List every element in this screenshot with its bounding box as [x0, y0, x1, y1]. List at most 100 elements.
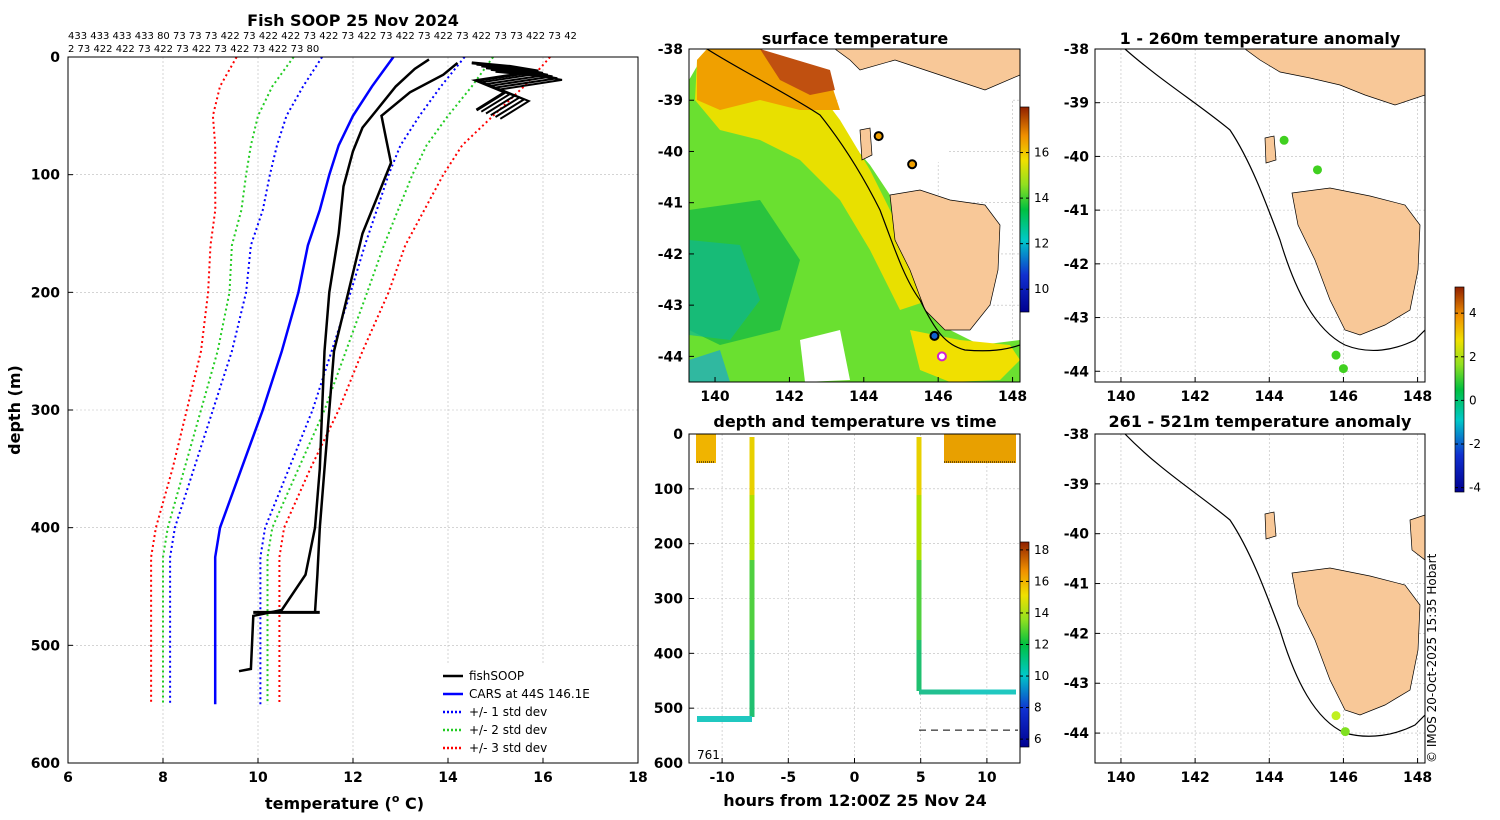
fishsoop-surface-line — [495, 70, 563, 120]
anomaly-shallow-ytick-label: -41 — [1064, 203, 1089, 219]
profile-xlabel-sup: o — [392, 792, 400, 805]
anomaly-deep-ytick-label: -40 — [1064, 527, 1090, 543]
time-series-colorbar-ticks: 6 8 10 12 14 16 18 — [1019, 541, 1049, 748]
profile-xtick-label: 10 — [248, 770, 268, 786]
sst-ytick-label: -41 — [658, 196, 683, 212]
time-series-xtick-label: 10 — [977, 770, 997, 786]
anomaly-deep-points — [1331, 711, 1350, 737]
profile-panel: Fish SOOP 25 Nov 2024 433 433 433 433 80… — [5, 11, 648, 813]
sst-station-marker — [936, 351, 947, 362]
cast-count-label: 761 — [697, 748, 720, 762]
anomaly-colorbar-ticks: -4 -2 0 2 4 — [1454, 286, 1481, 495]
profile-xtick-label: 18 — [628, 770, 647, 786]
anomaly-shallow-point — [1279, 135, 1289, 145]
anomaly-shallow-point — [1338, 364, 1348, 374]
sd1-lower-line — [169, 57, 323, 705]
sst-colorbar — [1020, 107, 1029, 312]
time-series-xtick-label: -10 — [709, 770, 735, 786]
time-series-colorbar-label: 10 — [1034, 669, 1049, 683]
anomaly-shallow-xtick-label: 144 — [1255, 389, 1284, 405]
sst-xtick-label: 142 — [775, 389, 804, 405]
time-series-colorbar-frame — [1019, 541, 1030, 748]
anomaly-deep-xtick-label: 146 — [1329, 770, 1358, 786]
anomaly-deep-point — [1340, 727, 1350, 737]
sst-colorbar-ticks: 10 12 14 16 — [1019, 106, 1049, 313]
sst-ticks: 140 142 144 146 148 -38 -39 -40 -41 -42 -43 -44 — [658, 42, 1027, 405]
anomaly-shallow-point — [1312, 165, 1322, 175]
time-series-panel: depth and temperature vs time 761 -10 -5 0… — [654, 412, 1050, 810]
profile-ytick-label: 100 — [31, 168, 60, 184]
sst-colorbar-frame — [1019, 106, 1030, 313]
fishsoop-profiles — [238, 58, 563, 673]
anomaly-shallow-xtick-label: 142 — [1180, 389, 1209, 405]
anomaly-deep-xtick-label: 144 — [1255, 770, 1284, 786]
anomaly-shallow-points — [1279, 135, 1348, 374]
time-series-ytick-label: 400 — [654, 646, 683, 662]
profile-ytick-label: 300 — [31, 403, 60, 419]
sst-field — [689, 49, 1020, 382]
fishsoop-surface-line — [490, 68, 558, 118]
time-series-colorbar-label: 6 — [1034, 732, 1042, 746]
profile-ticks: 6 8 10 12 14 16 18 0 100 200 300 400 500 600 — [31, 50, 648, 786]
sst-xtick-label: 146 — [924, 389, 953, 405]
sst-ytick-label: -42 — [658, 247, 683, 263]
profile-ylabel: depth (m) — [5, 365, 24, 455]
profile-xlabel-end: C) — [399, 794, 424, 813]
fishsoop-surface-line — [471, 61, 539, 111]
anomaly-shallow-map — [1124, 49, 1425, 351]
anomaly-shallow-ytick-label: -38 — [1064, 42, 1089, 58]
sst-colorbar-label: 10 — [1034, 282, 1049, 296]
anomaly-deep-xtick-label: 142 — [1180, 770, 1209, 786]
profile-ytick-label: 0 — [50, 50, 60, 66]
sst-station-marker — [929, 330, 940, 341]
sst-ytick-label: -38 — [658, 42, 683, 58]
time-series-colorbar-label: 16 — [1034, 574, 1049, 588]
fishsoop-surface-line — [476, 63, 544, 113]
time-series-ytick-label: 600 — [654, 756, 683, 772]
anomaly-shallow-xtick-label: 148 — [1403, 389, 1432, 405]
anomaly-colorbar-label: -4 — [1469, 481, 1481, 495]
profile-xlabel: temperature (o C) — [265, 792, 424, 813]
fishsoop-profile-line — [313, 61, 459, 613]
profile-xtick-label: 16 — [533, 770, 552, 786]
time-series-ytick-label: 100 — [654, 482, 683, 498]
anomaly-deep-ytick-label: -43 — [1064, 676, 1089, 692]
anomaly-shallow-xtick-label: 146 — [1329, 389, 1358, 405]
anomaly-shallow-xtick-label: 140 — [1106, 389, 1135, 405]
sst-ytick-label: -43 — [658, 298, 683, 314]
anomaly-colorbar-label: 4 — [1469, 306, 1477, 320]
anomaly-shallow-ytick-label: -42 — [1064, 257, 1089, 273]
profile-title: Fish SOOP 25 Nov 2024 — [247, 11, 459, 30]
profile-xtick-label: 6 — [63, 770, 73, 786]
profile-ytick-label: 200 — [31, 285, 60, 301]
sst-xtick-label: 148 — [998, 389, 1027, 405]
cars-reference-lines — [150, 57, 551, 705]
profile-legend: fishSOOP CARS at 44S 146.1E +/- 1 std de… — [436, 664, 632, 756]
sst-xtick-label: 144 — [849, 389, 878, 405]
sd2-lower-line — [162, 57, 295, 705]
fishsoop-surface-line — [485, 67, 553, 117]
anomaly-deep-panel: 261 - 521m temperature anomaly 140 142 144… — [1064, 286, 1481, 786]
sst-title: surface temperature — [762, 29, 949, 48]
anomaly-shallow-axes-box — [1094, 48, 1426, 383]
sst-colorbar-label: 14 — [1034, 191, 1049, 205]
anomaly-shallow-ytick-label: -39 — [1064, 96, 1089, 112]
sd3-upper-line — [278, 57, 551, 705]
anomaly-shallow-ytick-label: -43 — [1064, 311, 1089, 327]
time-series-xtick-label: 5 — [916, 770, 926, 786]
sst-station-marker — [907, 159, 918, 170]
legend-fishsoop: fishSOOP — [469, 669, 524, 683]
anomaly-shallow-ytick-label: -40 — [1064, 149, 1090, 165]
sst-map-panel: surface temperature 140 142 144 146 148 -38 -3… — [658, 29, 1050, 405]
time-series-grid — [689, 433, 1020, 764]
anomaly-colorbar-label: 0 — [1469, 393, 1477, 407]
legend-cars: CARS at 44S 146.1E — [469, 687, 590, 701]
sd3-lower-line — [150, 57, 238, 705]
anomaly-colorbar-label: 2 — [1469, 350, 1477, 364]
sst-stations — [873, 131, 947, 362]
anomaly-deep-ytick-label: -44 — [1064, 726, 1090, 742]
platform-codes-line-1: 433 433 433 433 80 73 73 73 422 73 422 4… — [68, 31, 577, 42]
sst-ytick-label: -39 — [658, 93, 683, 109]
